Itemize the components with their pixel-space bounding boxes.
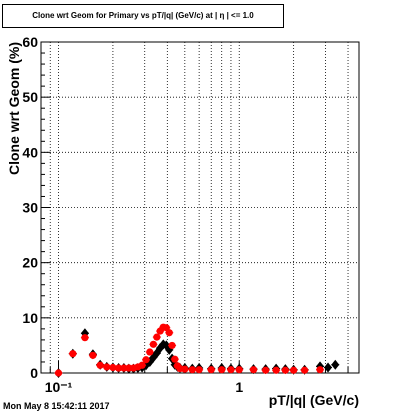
data-point [146, 348, 154, 356]
data-point [114, 364, 123, 372]
data-point [188, 366, 196, 374]
x-tick-label: 1 [235, 379, 243, 395]
x-tick-labels: 10⁻¹ 1 [45, 379, 244, 395]
x-tick-label: 10⁻¹ [45, 379, 73, 395]
data-point [69, 350, 77, 358]
data-point [138, 361, 146, 369]
data-point [171, 355, 179, 363]
data-point [142, 356, 150, 364]
data-point [149, 340, 157, 348]
y-tick-label: 0 [30, 365, 38, 381]
data-point [227, 366, 235, 374]
timestamp: Mon May 8 15:42:11 2017 [3, 401, 110, 411]
data-point [181, 365, 189, 373]
data-point [300, 366, 309, 374]
y-tick-label: 40 [22, 144, 38, 160]
data-point [272, 366, 280, 374]
data-point [109, 363, 117, 372]
data-point [207, 366, 215, 374]
y-tick-label: 50 [22, 89, 38, 105]
y-axis-title: Clone wrt Geom (%) [6, 42, 22, 175]
data-point [290, 366, 298, 374]
data-point [165, 329, 173, 337]
data-point [281, 366, 289, 374]
data-point [81, 334, 89, 342]
data-point [168, 341, 176, 350]
data-point [235, 366, 243, 374]
y-tick-label: 30 [22, 200, 38, 216]
data-point [96, 361, 104, 369]
data-point [153, 333, 161, 341]
chart-title: Clone wrt Geom for Primary vs pT/|q| (Ge… [2, 4, 284, 28]
y-tick-label: 10 [22, 310, 38, 326]
y-tick-label: 20 [22, 255, 38, 271]
data-point [54, 369, 63, 377]
data-point [331, 359, 340, 370]
data-point [89, 351, 97, 359]
data-point [316, 366, 324, 374]
series [54, 323, 325, 377]
data-point [249, 366, 258, 374]
data-point [195, 366, 203, 374]
data-point [262, 366, 270, 374]
data-point [324, 362, 333, 373]
data-series [54, 323, 340, 378]
x-axis-title: pT/|q| (GeV/c) [269, 392, 359, 408]
data-point [120, 364, 128, 372]
data-point [218, 366, 226, 374]
y-tick-label: 60 [22, 34, 38, 50]
grid-lines [40, 42, 359, 373]
data-point [103, 363, 111, 371]
y-tick-labels: 0 10 20 30 40 50 60 [22, 34, 38, 381]
